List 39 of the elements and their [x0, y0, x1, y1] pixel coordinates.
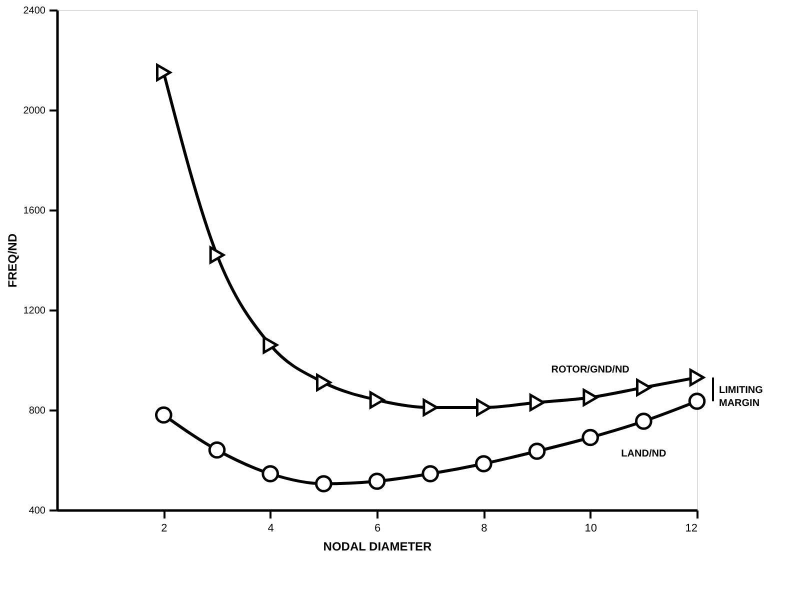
x-axis-title: NODAL DIAMETER — [323, 540, 432, 554]
y-tick-label: 400 — [28, 506, 46, 516]
x-tick-label: 10 — [584, 522, 597, 534]
point — [476, 398, 492, 416]
point — [635, 412, 652, 430]
x-tick-label: 8 — [481, 522, 488, 534]
point — [208, 441, 226, 459]
x-tick-label: 2 — [161, 522, 168, 534]
point — [528, 442, 546, 460]
x-tick-label: 4 — [268, 522, 274, 534]
y-tick-label: 1200 — [23, 306, 46, 316]
y-axis-title: FREQ/ND — [5, 233, 20, 288]
point — [315, 475, 332, 492]
point — [636, 378, 652, 396]
point — [262, 336, 278, 354]
point — [156, 64, 172, 82]
series-label: ROTOR/GND/ND — [551, 364, 630, 376]
annotation: LIMITING MARGIN — [719, 385, 764, 409]
point — [422, 465, 439, 482]
point — [688, 392, 706, 410]
point — [316, 374, 332, 392]
y-tick-label: 800 — [28, 406, 46, 416]
point — [369, 391, 385, 409]
point — [368, 472, 386, 490]
point — [422, 398, 438, 416]
point — [529, 394, 545, 412]
point — [582, 428, 599, 446]
x-tick-label: 6 — [374, 522, 381, 534]
y-tick-label: 2400 — [23, 6, 46, 16]
point — [582, 388, 598, 406]
point — [262, 465, 279, 482]
y-tick-label: 2000 — [23, 106, 46, 116]
point — [155, 406, 172, 424]
y-tick-label: 1600 — [23, 206, 46, 216]
point — [689, 368, 705, 386]
x-tick-label: 12 — [685, 522, 698, 534]
point — [209, 246, 225, 264]
series-label: LAND/ND — [621, 448, 666, 460]
point — [475, 455, 492, 472]
